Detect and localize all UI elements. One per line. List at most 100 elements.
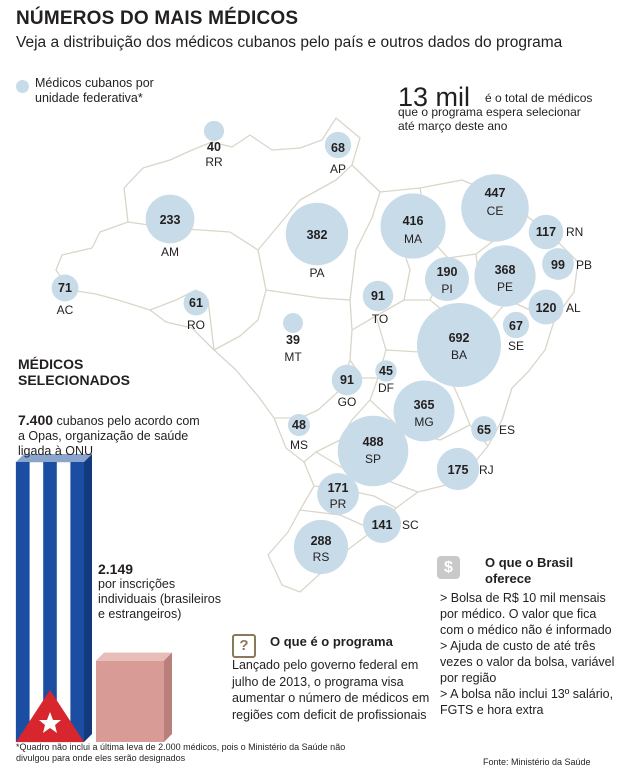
state-label-pi: PI — [441, 282, 452, 296]
legend-dot-icon — [16, 80, 29, 93]
state-label-pe: PE — [497, 280, 513, 294]
bubble-mt — [283, 313, 303, 333]
state-label-es: ES — [499, 423, 515, 437]
value-label-ce: 447 — [485, 186, 506, 200]
state-label-mg: MG — [414, 415, 433, 429]
individual-bar — [96, 652, 172, 742]
flag-star-icon — [39, 712, 61, 733]
value-label-pr: 171 — [328, 481, 349, 495]
value-label-pe: 368 — [495, 263, 516, 277]
value-label-am: 233 — [160, 213, 181, 227]
bubble-ac — [51, 274, 79, 302]
value-label-sp: 488 — [363, 435, 384, 449]
bubble-ms — [287, 413, 311, 437]
source-note: Fonte: Ministério da Saúde — [483, 757, 591, 767]
program-description: Lançado pelo governo federal em julho de… — [232, 658, 430, 722]
bubble-rr — [203, 120, 225, 142]
bubble-rs — [293, 519, 349, 575]
bubble-ro — [183, 290, 209, 316]
state-label-rn: RN — [566, 225, 583, 239]
question-icon: ? — [232, 634, 256, 658]
individual-text: por inscrições individuais (brasileiros … — [98, 577, 221, 621]
value-label-mt: 39 — [286, 333, 300, 347]
state-label-sc: SC — [402, 518, 419, 532]
bubble-al — [528, 289, 564, 325]
bubble-go — [331, 364, 363, 396]
state-label-mt: MT — [284, 350, 302, 364]
state-label-al: AL — [566, 301, 581, 315]
offer-item: > Bolsa de R$ 10 mil mensais por médico.… — [440, 591, 612, 637]
bubble-am — [145, 194, 195, 244]
target-text: que o programa espera selecionar até mar… — [398, 105, 581, 133]
bubble-mg — [393, 380, 455, 442]
state-label-rs: RS — [313, 550, 330, 564]
state-label-rj: RJ — [479, 463, 494, 477]
target-number: 13 mil — [398, 82, 471, 112]
value-label-rr: 40 — [207, 140, 221, 154]
cuban-stat: 7.400 cubanos pelo acordo com a Opas, or… — [18, 413, 208, 459]
state-label-ba: BA — [451, 348, 467, 362]
value-label-to: 91 — [371, 289, 385, 303]
bubble-pi — [424, 256, 470, 302]
bubble-es — [471, 416, 497, 442]
state-label-go: GO — [338, 395, 357, 409]
bubble-sp — [337, 415, 409, 487]
state-label-pb: PB — [576, 258, 592, 272]
state-label-ms: MS — [290, 438, 308, 452]
bubble-to — [362, 280, 394, 312]
value-label-rj: 175 — [448, 463, 469, 477]
state-label-ro: RO — [187, 318, 205, 332]
value-label-es: 65 — [477, 423, 491, 437]
country-border — [55, 117, 579, 593]
bubble-sc — [363, 505, 401, 543]
value-label-mg: 365 — [414, 398, 435, 412]
dollar-icon: $ — [437, 556, 460, 579]
value-label-rn: 117 — [536, 225, 556, 239]
value-label-ac: 71 — [58, 281, 72, 295]
footnote: *Quadro não inclui a última leva de 2.00… — [16, 742, 346, 763]
individual-number: 2.149 — [98, 561, 134, 577]
value-label-rs: 288 — [311, 534, 332, 548]
value-label-se: 67 — [509, 319, 523, 333]
offer-item: > A bolsa não inclui 13º salário, FGTS e… — [440, 687, 614, 717]
value-label-ms: 48 — [292, 418, 306, 432]
state-label-am: AM — [161, 245, 179, 259]
bubble-pb — [542, 248, 574, 280]
selected-title: MÉDICOS SELECIONADOS — [18, 356, 131, 388]
cuban-number: 7.400 — [18, 412, 54, 428]
bubble-pe — [474, 245, 536, 307]
state-label-se: SE — [508, 339, 524, 353]
value-label-ro: 61 — [189, 296, 203, 310]
value-label-pi: 190 — [437, 265, 458, 279]
state-label-ac: AC — [57, 303, 74, 317]
state-label-ce: CE — [487, 204, 504, 218]
state-label-rr: RR — [205, 155, 223, 169]
program-text: Lançado pelo governo federal em julho de… — [232, 657, 432, 723]
legend-label: Médicos cubanos por unidade federativa* — [35, 76, 154, 105]
cuban-text: cubanos pelo acordo com a Opas, organiza… — [18, 414, 200, 458]
bubble-pa — [285, 202, 349, 266]
state-label-ma: MA — [404, 232, 422, 246]
bubble-rj — [436, 447, 480, 491]
value-label-al: 120 — [536, 301, 557, 315]
bubble-df — [375, 360, 397, 382]
selected-doctors-chart — [15, 454, 172, 743]
value-label-ma: 416 — [403, 214, 424, 228]
bubble-ap — [324, 131, 352, 159]
state-label-sp: SP — [365, 452, 381, 466]
program-title: O que é o programa — [270, 634, 393, 649]
bubble-ma — [380, 193, 446, 259]
state-label-pr: PR — [330, 497, 347, 511]
value-label-df: 45 — [379, 364, 393, 378]
state-label-df: DF — [378, 381, 394, 395]
value-label-pa: 382 — [307, 228, 328, 242]
bubble-ba — [417, 303, 501, 387]
offer-item: > Ajuda de custo de até três vezes o val… — [440, 639, 615, 685]
value-label-ap: 68 — [331, 141, 345, 155]
state-label-pa: PA — [309, 266, 324, 280]
value-label-pb: 99 — [551, 258, 565, 272]
bubble-se — [502, 311, 530, 339]
